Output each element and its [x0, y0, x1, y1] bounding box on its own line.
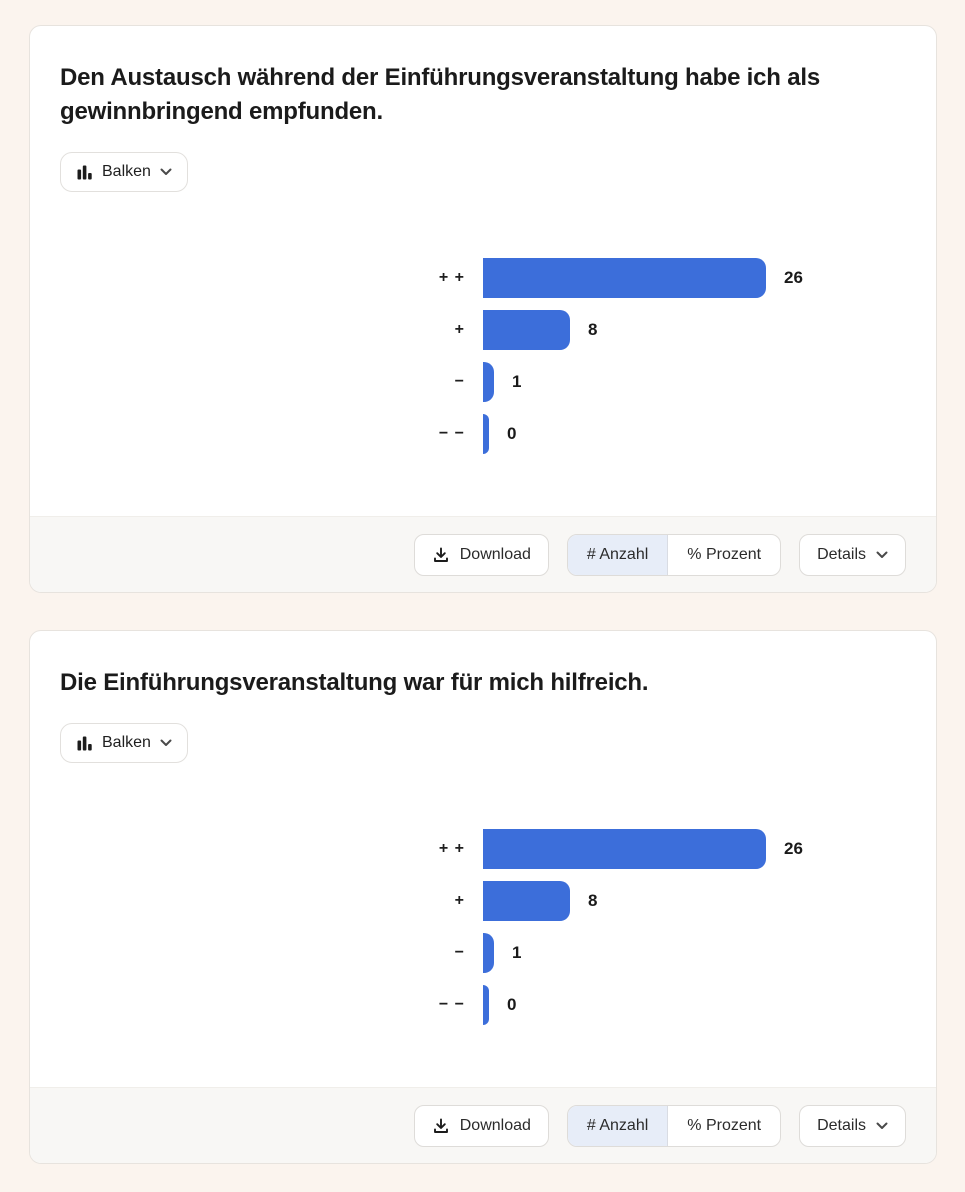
bar[interactable]	[483, 362, 494, 402]
bar-value-label: 26	[784, 268, 803, 287]
chart-type-dropdown[interactable]: Balken	[60, 723, 188, 763]
bar-category-label: +	[454, 892, 465, 909]
chart-bar-row: + + 26	[60, 258, 906, 298]
chart-type-dropdown[interactable]: Balken	[60, 152, 188, 192]
bar-value-label: 1	[512, 943, 522, 962]
percent-toggle-button[interactable]: % Prozent	[667, 1105, 780, 1146]
bar-value-label: 8	[588, 320, 598, 339]
bar-category-label: − −	[438, 996, 465, 1013]
survey-question-card: Den Austausch während der Einführungsver…	[29, 25, 937, 593]
count-toggle-button[interactable]: # Anzahl	[567, 1105, 668, 1146]
unit-toggle: # Anzahl % Prozent	[566, 1104, 782, 1147]
details-label: Details	[817, 545, 866, 563]
download-icon	[432, 546, 450, 564]
bar-value-label: 1	[512, 372, 522, 391]
chevron-down-icon	[160, 168, 172, 176]
chart-bar-row: + 8	[60, 310, 906, 350]
chart-bar-row: + 8	[60, 881, 906, 921]
bar[interactable]	[483, 881, 570, 921]
details-dropdown[interactable]: Details	[799, 1104, 906, 1147]
bar-chart: + + 26 + 8 − 1 − − 0	[60, 829, 906, 1025]
bar[interactable]	[483, 258, 766, 298]
chart-type-label: Balken	[102, 734, 151, 751]
bar-value-label: 0	[507, 995, 517, 1014]
chart-type-label: Balken	[102, 163, 151, 180]
chart-bar-row: + + 26	[60, 829, 906, 869]
download-label: Download	[459, 545, 531, 563]
bar-value-label: 0	[507, 424, 517, 443]
bar-value-label: 26	[784, 839, 803, 858]
card-footer: Download # Anzahl % Prozent Details	[30, 1087, 936, 1163]
percent-toggle-button[interactable]: % Prozent	[667, 534, 780, 575]
chart-bar-row: − − 0	[60, 985, 906, 1025]
card-body: Den Austausch während der Einführungsver…	[30, 26, 936, 454]
bar[interactable]	[483, 310, 570, 350]
bar[interactable]	[483, 414, 489, 454]
unit-toggle: # Anzahl % Prozent	[566, 533, 782, 576]
card-footer: Download # Anzahl % Prozent Details	[30, 516, 936, 592]
download-button[interactable]: Download	[413, 1104, 549, 1147]
download-icon	[432, 1117, 450, 1135]
bar-category-label: −	[454, 944, 465, 961]
bar-chart-icon	[76, 164, 93, 181]
bar-category-label: − −	[438, 425, 465, 442]
chevron-down-icon	[160, 739, 172, 747]
bar[interactable]	[483, 829, 766, 869]
survey-question-card: Die Einführungsveranstaltung war für mic…	[29, 630, 937, 1164]
bar-category-label: + +	[438, 840, 465, 857]
bar-category-label: + +	[438, 269, 465, 286]
chevron-down-icon	[876, 551, 888, 559]
question-title: Den Austausch während der Einführungsver…	[60, 64, 820, 125]
bar-category-label: +	[454, 321, 465, 338]
card-body: Die Einführungsveranstaltung war für mic…	[30, 631, 936, 1025]
chart-bar-row: − 1	[60, 933, 906, 973]
download-label: Download	[459, 1116, 531, 1134]
details-label: Details	[817, 1116, 866, 1134]
question-title: Die Einführungsveranstaltung war für mic…	[60, 669, 649, 696]
count-toggle-button[interactable]: # Anzahl	[567, 534, 668, 575]
bar-value-label: 8	[588, 891, 598, 910]
details-dropdown[interactable]: Details	[799, 533, 906, 576]
bar-category-label: −	[454, 373, 465, 390]
chart-bar-row: − − 0	[60, 414, 906, 454]
chevron-down-icon	[876, 1122, 888, 1130]
bar-chart: + + 26 + 8 − 1 − − 0	[60, 258, 906, 454]
chart-bar-row: − 1	[60, 362, 906, 402]
download-button[interactable]: Download	[413, 533, 549, 576]
bar[interactable]	[483, 985, 489, 1025]
bar[interactable]	[483, 933, 494, 973]
bar-chart-icon	[76, 735, 93, 752]
